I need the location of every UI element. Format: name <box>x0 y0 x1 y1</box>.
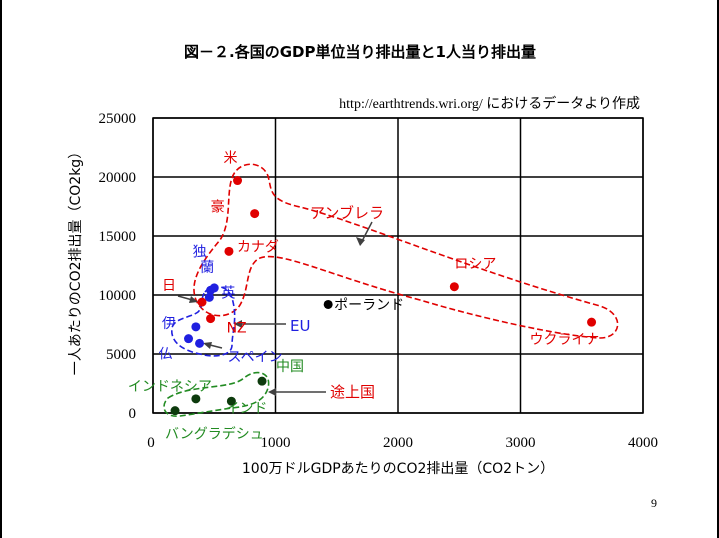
point-label: バングラデシュ <box>165 426 264 443</box>
page-number: 9 <box>651 496 657 510</box>
point-label: 独 <box>193 244 207 260</box>
data-point <box>184 334 194 344</box>
data-point <box>195 338 205 348</box>
data-point <box>191 322 201 332</box>
point-label: 米 <box>224 151 238 167</box>
point-label: 豪 <box>211 200 225 216</box>
data-point <box>587 317 597 327</box>
y-tick-label: 0 <box>129 406 137 422</box>
data-point <box>206 314 216 324</box>
point-label: ロシア <box>454 257 496 273</box>
data-point <box>449 282 459 292</box>
eu-label: EU <box>290 317 310 335</box>
arrowhead-developing <box>268 388 276 396</box>
cluster-outlines <box>163 163 619 417</box>
data-point <box>191 394 201 404</box>
slide-border-left <box>0 0 2 538</box>
point-label: NZ <box>227 321 247 337</box>
umbrella-outline <box>193 163 619 339</box>
data-point <box>224 246 234 256</box>
data-points <box>170 176 597 416</box>
point-label: 英 <box>221 284 235 301</box>
axis-ticks: 0 1000 2000 3000 4000 0 5000 10000 15000 20000 250… <box>99 111 659 451</box>
umbrella-label: アンブレラ <box>310 204 384 222</box>
eu-outline <box>171 285 236 357</box>
chart-title: 図－２.各国のGDP単位当り排出量と1人当り排出量 <box>184 43 536 61</box>
y-tick-label: 20000 <box>99 170 137 186</box>
y-tick-label: 5000 <box>106 347 136 363</box>
slide-border-right <box>717 0 719 538</box>
data-point <box>250 209 260 219</box>
point-label: 蘭 <box>200 260 214 276</box>
x-tick-label: 3000 <box>506 435 536 451</box>
data-point <box>209 283 219 293</box>
data-point <box>197 297 207 307</box>
y-axis-label: 一人あたりのCO2排出量（CO2kg） <box>68 145 84 375</box>
point-label: 日 <box>162 278 176 294</box>
arrowhead-japan <box>189 296 198 303</box>
y-tick-label: 25000 <box>99 111 137 127</box>
x-tick-label: 0 <box>147 435 155 451</box>
point-label: スペイン <box>228 349 283 365</box>
arrowheads <box>189 237 365 396</box>
point-label: インド <box>225 401 267 417</box>
developing-label: 途上国 <box>330 383 375 401</box>
x-tick-label: 4000 <box>628 435 658 451</box>
point-label: 中国 <box>276 359 304 375</box>
x-tick-label: 1000 <box>261 435 291 451</box>
data-point <box>204 292 214 302</box>
point-label: 仏 <box>159 347 173 363</box>
data-point <box>233 176 243 186</box>
point-label: 伊 <box>162 316 176 332</box>
data-point <box>323 299 333 309</box>
point-label: インドネシア <box>128 379 212 395</box>
data-point <box>170 406 180 416</box>
point-label: ウクライナ <box>530 332 600 348</box>
point-label: カナダ <box>237 239 279 255</box>
source-note: http://earthtrends.wri.org/ におけるデータより作成 <box>339 95 640 112</box>
arrowhead-spain <box>203 342 212 349</box>
developing-outline <box>163 371 270 417</box>
data-point <box>226 396 236 406</box>
arrowhead-umbrella <box>356 237 365 246</box>
y-tick-label: 15000 <box>99 229 137 245</box>
data-point <box>257 376 267 386</box>
y-tick-label: 10000 <box>99 288 137 304</box>
point-label: ポーランド <box>334 297 404 313</box>
x-axis-label: 100万ドルGDPあたりのCO2排出量（CO2トン） <box>242 461 554 477</box>
x-tick-label: 2000 <box>383 435 413 451</box>
arrowhead-eu <box>234 320 242 328</box>
